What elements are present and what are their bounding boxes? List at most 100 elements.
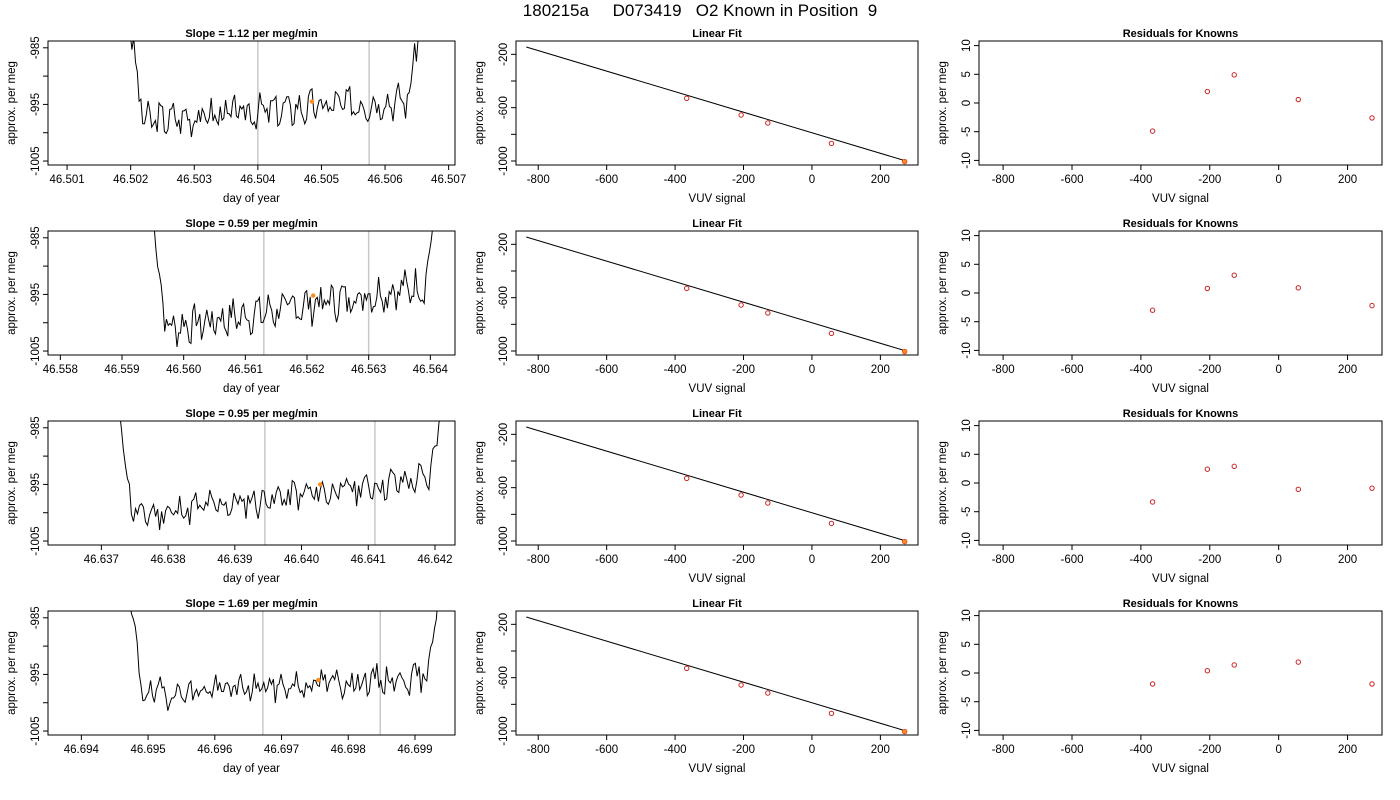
chart-title: Slope = 1.69 per meg/min: [185, 598, 318, 610]
x-tick-label: 200: [1338, 554, 1357, 566]
residual-point: [1369, 681, 1375, 687]
plot-frame: [47, 230, 456, 356]
residual-point: [1295, 285, 1302, 291]
plot-data-group: [1149, 659, 1375, 687]
known-point: [684, 665, 690, 672]
plot-frame: [515, 40, 919, 166]
per-meg-trace-line: [153, 231, 433, 347]
chart-title: Residuals for Knowns: [1123, 218, 1239, 230]
x-tick-label: 200: [871, 174, 890, 186]
x-tick-label: -200: [1198, 744, 1221, 756]
y-tick-label: -600: [498, 286, 510, 309]
x-tick-label: -200: [1198, 554, 1221, 566]
x-tick-label: -800: [527, 364, 550, 376]
x-tick-label: 46.559: [104, 364, 139, 376]
x-tick-label: 0: [809, 174, 815, 186]
y-tick-label: -995: [30, 283, 42, 306]
known-point: [765, 500, 771, 506]
plot-frame: [515, 610, 919, 736]
plot-data-group: [1149, 272, 1375, 313]
x-axis-label: VUV signal: [689, 383, 746, 395]
x-tick-label: 46.562: [289, 364, 324, 376]
y-tick-label: -200: [498, 423, 510, 446]
x-tick-label: -800: [992, 744, 1015, 756]
x-tick-label: 46.699: [397, 744, 432, 756]
x-tick-label: 46.696: [197, 744, 232, 756]
y-tick-label: -5: [961, 697, 973, 707]
plot-data-group: [130, 41, 419, 165]
chart-panel-linear-fit-1: Linear Fit -800 -600 -400 -200 0 200 -200 -600 -1…: [474, 218, 919, 395]
known-point: [901, 728, 908, 735]
residual-point: [1204, 466, 1211, 472]
y-tick-label: -1000: [498, 146, 510, 175]
x-tick-label: -800: [992, 364, 1015, 376]
x-tick-label: -800: [992, 554, 1015, 566]
y-tick-label: -995: [30, 473, 42, 496]
x-tick-label: -400: [664, 554, 687, 566]
x-tick-label: 200: [871, 364, 890, 376]
fit-line: [526, 236, 907, 352]
x-tick-label: 46.694: [64, 744, 100, 756]
x-axis-label: VUV signal: [689, 763, 746, 775]
fit-line: [526, 616, 907, 732]
x-tick-label: 46.638: [151, 554, 186, 566]
x-tick-label: 46.697: [264, 744, 299, 756]
y-tick-label: -600: [498, 96, 510, 119]
chart-title: Residuals for Knowns: [1123, 598, 1239, 610]
x-axis-label: VUV signal: [689, 573, 746, 585]
x-tick-label: 200: [871, 744, 890, 756]
residual-point: [1369, 115, 1375, 121]
y-axis-label: approx. per meg: [937, 441, 949, 525]
x-tick-label: 46.698: [331, 744, 366, 756]
chart-title: Linear Fit: [692, 28, 742, 40]
per-meg-trace-line: [130, 611, 438, 711]
x-tick-label: 46.506: [367, 174, 402, 186]
y-axis-label: approx. per meg: [6, 251, 18, 335]
x-tick-label: -400: [1129, 364, 1152, 376]
known-point: [828, 710, 835, 717]
x-tick-label: -600: [1060, 744, 1083, 756]
y-tick-label: -600: [498, 666, 510, 689]
known-point: [765, 310, 771, 316]
x-tick-label: 46.504: [240, 174, 276, 186]
known-point: [738, 492, 744, 498]
known-point: [684, 95, 690, 102]
x-tick-label: 46.507: [431, 174, 466, 186]
y-tick-label: 10: [961, 419, 973, 432]
known-point: [765, 690, 771, 696]
residual-point: [1231, 662, 1237, 668]
y-tick-label: 10: [961, 609, 973, 622]
chart-panel-linear-fit-3: Linear Fit -800 -600 -400 -200 0 200 -200 -600 -1…: [474, 598, 919, 775]
y-axis-label: approx. per meg: [6, 441, 18, 525]
x-tick-label: -200: [732, 554, 755, 566]
plot-data-group: [1149, 72, 1375, 134]
x-tick-label: -200: [1198, 174, 1221, 186]
known-point: [765, 120, 771, 126]
y-tick-label: 5: [961, 641, 973, 647]
chart-panel-residuals-3: Residuals for Knowns -800 -600 -400 -200 0 200…: [937, 598, 1383, 775]
x-tick-label: 46.560: [166, 364, 201, 376]
x-tick-label: -200: [1198, 364, 1221, 376]
x-tick-label: 46.639: [217, 554, 252, 566]
plot-frame: [978, 230, 1383, 356]
y-tick-label: -1005: [30, 716, 42, 745]
highlight-point: [318, 482, 323, 487]
chart-panel-residuals-1: Residuals for Knowns -800 -600 -400 -200 0 200…: [937, 218, 1383, 395]
known-point: [828, 140, 835, 147]
y-tick-label: -1005: [30, 336, 42, 365]
plot-frame: [47, 610, 456, 736]
y-axis-label: approx. per meg: [474, 251, 486, 335]
x-tick-label: 46.642: [417, 554, 452, 566]
x-tick-label: -600: [1060, 174, 1083, 186]
residual-point: [1295, 96, 1302, 103]
x-tick-label: -600: [595, 744, 618, 756]
x-tick-label: -400: [664, 174, 687, 186]
plot-frame: [978, 420, 1383, 546]
plot-frame: [47, 420, 456, 546]
chart-title: Linear Fit: [692, 408, 742, 420]
plot-data-group: [1149, 463, 1375, 505]
residual-point: [1231, 463, 1237, 470]
x-axis-label: VUV signal: [1152, 193, 1209, 205]
y-tick-label: -1000: [498, 526, 510, 555]
chart-title: Residuals for Knowns: [1123, 28, 1239, 40]
